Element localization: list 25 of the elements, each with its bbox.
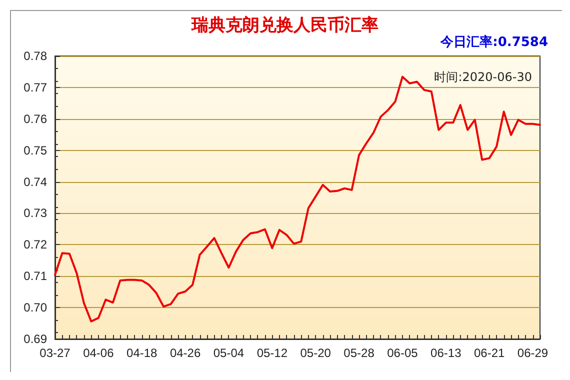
x-tick-label: 06-05 bbox=[387, 346, 418, 360]
x-tick-label: 06-13 bbox=[430, 346, 462, 360]
x-tick-label: 05-28 bbox=[344, 346, 375, 360]
x-tick-label: 06-29 bbox=[517, 346, 548, 360]
y-tick-label: 0.75 bbox=[24, 143, 48, 158]
y-tick-label: 0.74 bbox=[24, 174, 48, 189]
annotation: 时间:2020-06-30 bbox=[434, 70, 532, 84]
chart-title: 瑞典克朗兑换人民币汇率 bbox=[190, 16, 378, 36]
x-tick-label: 04-06 bbox=[83, 346, 114, 360]
x-tick-label: 05-04 bbox=[213, 346, 244, 360]
y-tick-label: 0.70 bbox=[24, 300, 48, 315]
y-tick-label: 0.73 bbox=[24, 206, 48, 220]
x-tick-label: 05-20 bbox=[300, 346, 332, 360]
x-tick-label: 04-18 bbox=[126, 346, 158, 360]
x-tick-label: 06-21 bbox=[474, 346, 505, 360]
y-tick-label: 0.78 bbox=[24, 49, 48, 63]
y-tick-label: 0.76 bbox=[24, 112, 48, 126]
x-tick-label: 05-12 bbox=[256, 346, 288, 360]
y-tick-label: 0.77 bbox=[24, 80, 48, 94]
y-tick-label: 0.71 bbox=[24, 269, 48, 284]
x-tick-label: 03-27 bbox=[40, 346, 71, 360]
text: 今日汇率:0.7584 bbox=[440, 34, 548, 50]
y-tick-label: 0.69 bbox=[24, 332, 48, 346]
y-tick-label: 0.72 bbox=[24, 238, 48, 252]
x-tick-label: 04-26 bbox=[170, 346, 201, 360]
